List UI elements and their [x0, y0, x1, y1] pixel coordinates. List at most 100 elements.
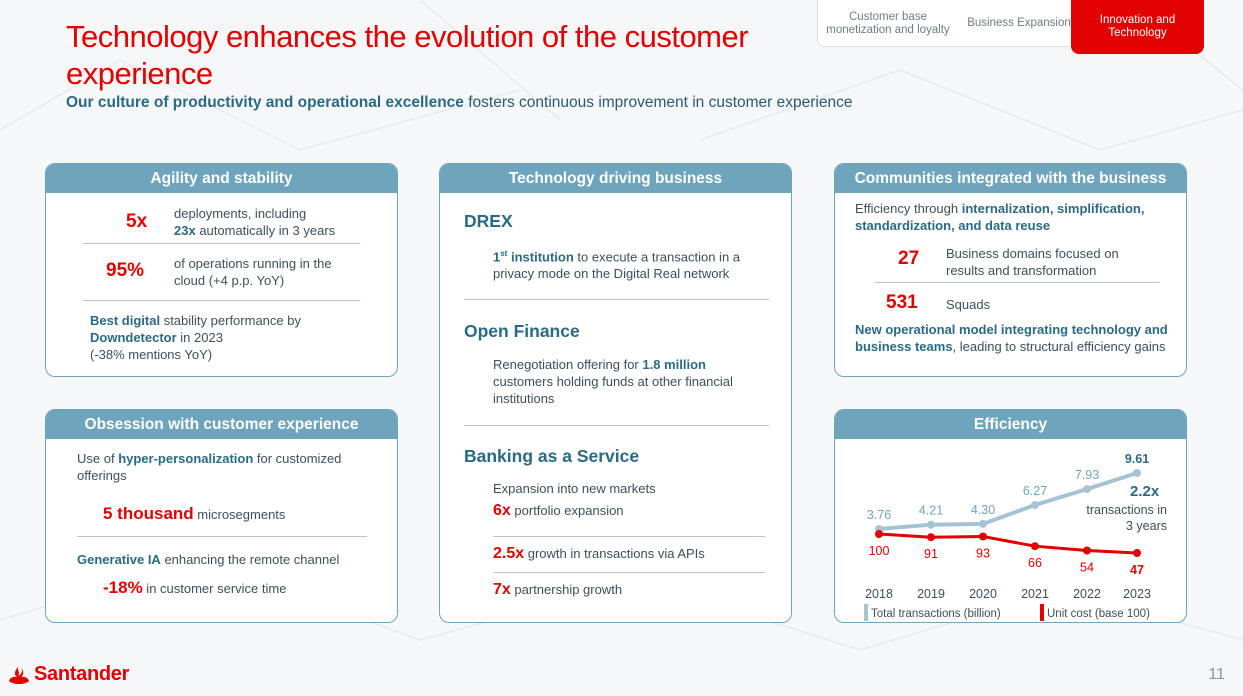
transactions-label: 4.21: [919, 504, 943, 518]
unit-cost-point: [1083, 546, 1091, 555]
transactions-label: 6.27: [1023, 484, 1047, 498]
card-technology-business: Technology driving business DREX 1st ins…: [439, 163, 792, 623]
legend-transactions-label: Total transactions (billion): [871, 608, 1001, 620]
intro-text: Efficiency through: [855, 201, 962, 216]
section-tabs: Customer base monetization and loyalty B…: [817, 0, 1204, 54]
divider: [83, 300, 360, 301]
microsegments-value: 5 thousand: [103, 504, 194, 523]
baas-metric-portfolio: 6x portfolio expansion: [493, 502, 624, 520]
tabs-background: [817, 0, 1087, 47]
unit-cost-label: 54: [1080, 560, 1094, 574]
baas1-text: portfolio expansion: [510, 503, 624, 518]
transactions-point: [927, 520, 935, 529]
x-tick-label: 2022: [1073, 587, 1101, 601]
cloud-value: 95%: [106, 260, 145, 281]
card-title: Agility and stability: [46, 164, 397, 193]
card-title: Obsession with customer experience: [46, 410, 397, 439]
note-bold: New operational model integrating techno…: [855, 322, 1168, 354]
drex-rest: to execute a transaction in a privacy mo…: [493, 249, 741, 282]
divider: [464, 299, 769, 300]
service-time-text: in customer service time: [142, 581, 287, 596]
deployments-text-b: 23x: [174, 223, 196, 238]
page-title: Technology enhances the evolution of the…: [66, 19, 749, 91]
note-text-3: (-38% mentions YoY): [90, 347, 213, 362]
card-agility-stability: Agility and stability 5x deployments, in…: [45, 163, 398, 377]
unit-cost-label: 100: [869, 544, 890, 558]
note-text-1: stability performance by: [160, 313, 301, 328]
x-tick-label: 2023: [1123, 587, 1151, 601]
open-finance-title: Open Finance: [464, 321, 580, 341]
cloud-text: of operations running in the cloud (+4 p…: [174, 256, 332, 288]
subtitle-rest: fosters continuous improvement in custom…: [463, 94, 853, 111]
card-title: Efficiency: [835, 410, 1186, 439]
of-t2: customers holding funds at other financi…: [493, 374, 733, 406]
transactions-label: 4.30: [971, 503, 995, 517]
baas3-value: 7x: [493, 581, 511, 598]
transactions-point: [1083, 485, 1091, 494]
service-time-value: -18%: [103, 578, 143, 597]
transactions-point: [1031, 500, 1039, 509]
baas-intro: Expansion into new markets: [493, 481, 656, 496]
tab-business-expansion[interactable]: Business Expansion: [967, 17, 1071, 29]
divider: [875, 282, 1160, 283]
unit-cost-label: 66: [1028, 556, 1042, 570]
of-t1: Renegotiation offering for: [493, 357, 643, 372]
p1-c: for customized offerings: [77, 451, 342, 483]
legend-unit-cost-label: Unit cost (base 100): [1047, 608, 1150, 620]
baas3-text: partnership growth: [510, 582, 623, 597]
note-bold-2: Downdetector: [90, 330, 177, 345]
stability-note: Best digital stability performance by Do…: [90, 312, 350, 363]
baas-metric-partnership: 7x partnership growth: [493, 581, 622, 599]
deployments-text-c: automatically in 3 years: [195, 223, 336, 238]
transactions-point: [1133, 469, 1141, 477]
baas1-value: 6x: [493, 502, 511, 519]
service-time-metric: -18% in customer service time: [103, 578, 286, 598]
brand-name: Santander: [34, 663, 130, 685]
divider: [83, 243, 360, 244]
communities-intro: Efficiency through internalization, simp…: [855, 200, 1175, 234]
card-efficiency: Efficiency 2.2x transactions in 3 years …: [834, 409, 1187, 623]
card-customer-experience: Obsession with customer experience Use o…: [45, 409, 398, 623]
deployments-text-a: deployments, including: [174, 206, 307, 221]
unit-cost-point: [1133, 549, 1141, 557]
microsegments-text: microsegments: [193, 507, 286, 522]
unit-cost-point: [979, 532, 987, 541]
open-finance-text: Renegotiation offering for 1.8 million c…: [493, 356, 733, 407]
squads-value: 531: [886, 292, 918, 313]
transactions-line: [878, 471, 1138, 531]
drex-title: DREX: [464, 211, 513, 231]
transactions-label: 7.93: [1075, 468, 1099, 482]
transactions-label: 9.61: [1125, 452, 1149, 466]
unit-cost-point: [1031, 542, 1039, 551]
legend-unit-cost-swatch: [1040, 604, 1044, 621]
card-title: Technology driving business: [440, 164, 791, 193]
drex-sup: st: [500, 249, 508, 258]
baas-metric-apis: 2.5x growth in transactions via APIs: [493, 545, 705, 563]
divider: [77, 536, 367, 537]
efficiency-chart: 3.76 4.21 4.30 6.27 7.93 9.61 100 91 93 66 54 47 201…: [864, 452, 1151, 621]
baas-title: Banking as a Service: [464, 446, 640, 466]
baas2-value: 2.5x: [493, 545, 525, 562]
note-bold-1: Best digital: [90, 313, 161, 328]
deployments-value: 5x: [126, 211, 148, 232]
p1-a: Use of: [77, 451, 119, 466]
card-communities: Communities integrated with the business…: [834, 163, 1187, 377]
unit-cost-label: 91: [924, 547, 938, 561]
tab-innovation-technology[interactable]: Innovation and Technology: [1071, 0, 1204, 54]
of-bold: 1.8 million: [642, 357, 706, 372]
hyper-personalization-text: Use of hyper-personalization for customi…: [77, 450, 367, 484]
p2-b: Generative IA: [77, 552, 161, 567]
card-title: Communities integrated with the business: [835, 164, 1186, 193]
domains-value: 27: [898, 248, 920, 269]
p2-c: enhancing the remote channel: [160, 552, 340, 567]
microsegments-metric: 5 thousand microsegments: [103, 504, 285, 524]
divider: [493, 572, 765, 573]
baas2-text: growth in transactions via APIs: [524, 546, 705, 561]
tab-customer-base[interactable]: Customer base monetization and loyalty: [826, 10, 950, 36]
intro-bold: internalization, simplification, standar…: [855, 201, 1145, 233]
p1-b: hyper-personalization: [118, 451, 254, 466]
squads-text: Squads: [946, 297, 991, 312]
note-text-2: in 2023: [176, 330, 223, 345]
page-subtitle: Our culture of productivity and operatio…: [66, 94, 852, 112]
drex-bold: institution: [507, 249, 574, 265]
